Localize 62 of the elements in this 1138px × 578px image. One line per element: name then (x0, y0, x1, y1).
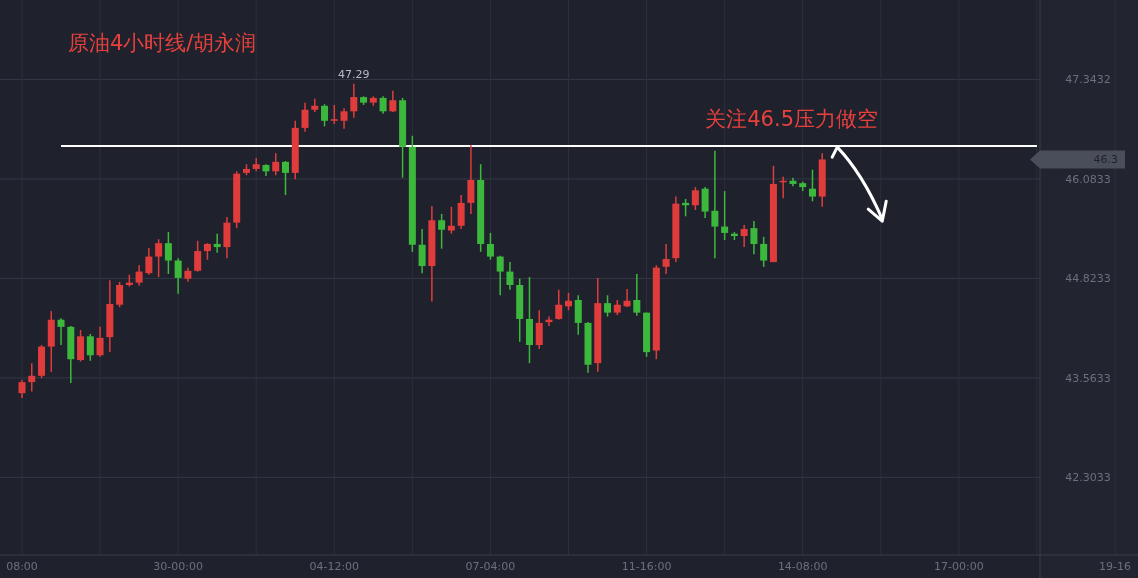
candlestick (623, 288, 631, 308)
candlestick (740, 224, 748, 248)
candlestick (57, 317, 65, 346)
candlestick (457, 194, 465, 230)
x-tick-label: 17-00:00 (934, 560, 984, 573)
candlestick (389, 90, 397, 113)
x-tick-label: 07-04:00 (465, 560, 516, 573)
candlestick (438, 213, 446, 250)
candlestick (750, 220, 758, 255)
y-tick-label: 44.8233 (1065, 272, 1111, 286)
x-tick-label: 08:00 (6, 560, 38, 573)
candlestick (604, 294, 612, 318)
x-tick-label: 30-00:00 (153, 560, 203, 573)
x-tick-label: 11-16:00 (621, 560, 672, 573)
candlestick (86, 333, 94, 362)
y-tick-label: 46.0833 (1065, 172, 1111, 186)
candlestick (340, 107, 348, 130)
candlestick (447, 206, 455, 235)
candlestick (574, 294, 582, 336)
candlestick (213, 232, 221, 254)
y-tick-label: 47.3432 (1065, 73, 1111, 87)
candlestick (535, 309, 543, 350)
candlestick (691, 186, 699, 211)
candlestick (496, 255, 504, 297)
candlestick (77, 329, 85, 363)
candlestick (662, 243, 670, 275)
x-tick-label: 04-12:00 (309, 560, 360, 573)
candlestick (145, 247, 153, 276)
ref-line-label: 关注46.5压力做空 (705, 107, 878, 132)
candlestick (135, 264, 143, 287)
candlestick (164, 231, 172, 275)
candlestick (721, 190, 729, 241)
annotation: 47.29 (338, 67, 370, 81)
candlestick (633, 273, 641, 317)
candlestick (467, 144, 475, 215)
candlestick (28, 362, 36, 393)
candlestick (321, 103, 329, 128)
candlestick (701, 186, 709, 219)
candlestick (311, 97, 319, 113)
candlestick (194, 240, 202, 273)
text: 原油4小时线/胡永润 (68, 31, 257, 55)
x-tick-label: 14-08:00 (777, 560, 828, 573)
candlestick (760, 236, 768, 268)
x-tick-label: 19-16 (1099, 560, 1131, 573)
candlestick (96, 326, 104, 358)
candlestick (711, 150, 719, 259)
candlestick (808, 168, 816, 203)
candlestick (350, 82, 358, 119)
y-tick-label: 42.3033 (1065, 471, 1111, 485)
candlestick (272, 152, 280, 177)
y-tick-label: 43.5633 (1065, 371, 1111, 385)
candlestick (155, 238, 163, 278)
candlestick (555, 288, 563, 321)
candlestick (116, 281, 124, 308)
candlestick (281, 160, 289, 196)
candlestick (18, 378, 26, 399)
candlestick (418, 228, 426, 274)
candlestick (174, 257, 182, 295)
candlestick (486, 232, 494, 261)
candlestick (301, 101, 309, 133)
candlestick (506, 261, 514, 291)
candlestick (330, 104, 338, 125)
